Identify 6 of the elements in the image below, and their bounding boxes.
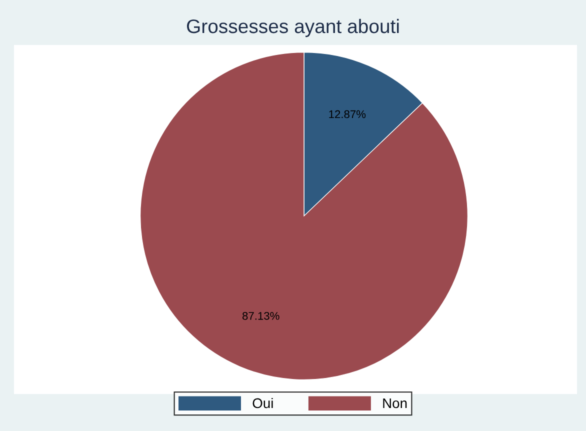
data-label: 87.13% (242, 312, 280, 320)
data-label: 12.87% (329, 110, 366, 118)
pie-slice (140, 52, 468, 380)
chart-title: Grossesses ayant abouti (186, 18, 399, 38)
legend-label: Non (383, 398, 407, 408)
legend-label: Oui (252, 398, 273, 408)
